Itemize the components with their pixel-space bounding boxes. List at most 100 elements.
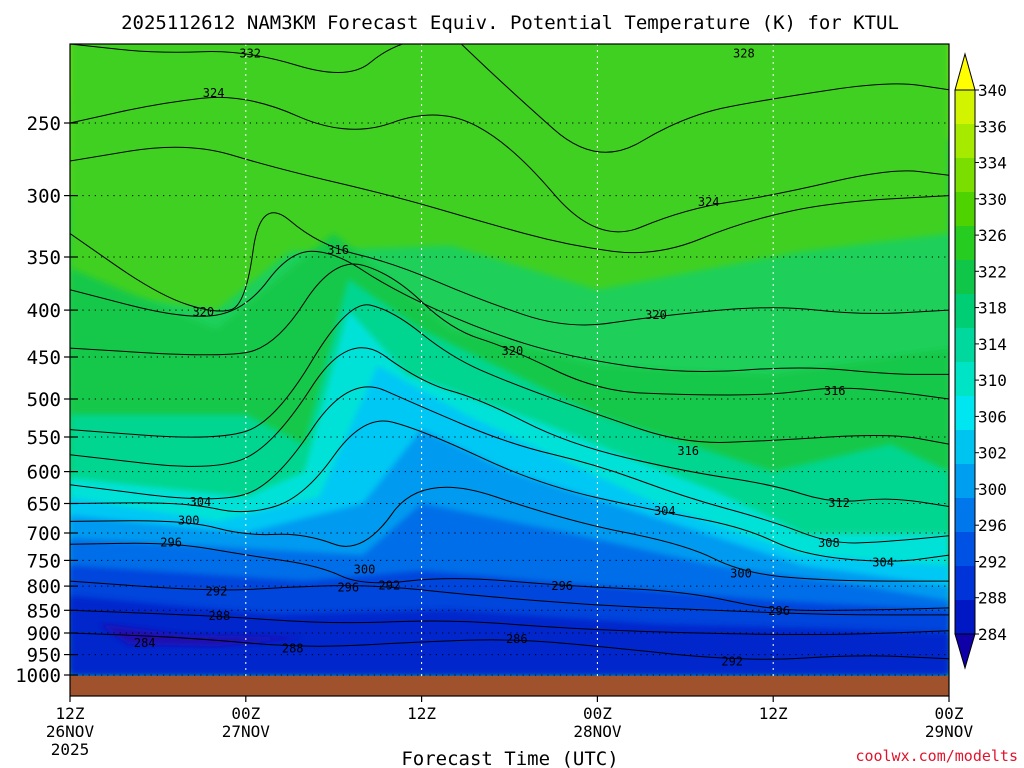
- y-tick-label: 500: [27, 389, 61, 411]
- colorbar-swatch: [955, 226, 975, 260]
- y-tick-label: 900: [27, 623, 61, 645]
- contour-label: 332: [239, 47, 261, 61]
- contour-line-324b: [70, 146, 949, 254]
- contour-line-324a: [70, 96, 949, 233]
- contour-line-288: [70, 609, 949, 636]
- contour-label: 288: [209, 609, 231, 623]
- contour-line-332: [70, 44, 405, 74]
- contour-label: 304: [654, 504, 676, 518]
- y-tick-label: 350: [27, 247, 61, 269]
- contour-line-296: [70, 542, 949, 612]
- y-tick-label: 950: [27, 645, 61, 667]
- y-tick-label: 650: [27, 494, 61, 516]
- contour-label: 292: [206, 585, 228, 599]
- colorbar-label: 284: [978, 625, 1007, 644]
- contour-label: 284: [134, 636, 156, 650]
- colorbar: 340 336 334 330 326 322 318 314 310 306 302 300 296 2…: [954, 52, 1007, 670]
- contour-line-316b: [70, 304, 949, 445]
- contour-label: 324: [698, 195, 720, 209]
- colorbar-swatch: [955, 124, 975, 158]
- y-tick-label: 800: [27, 576, 61, 598]
- colorbar-swatch: [955, 464, 975, 498]
- contour-label: 320: [645, 308, 667, 322]
- fill-band-teal-mid: [70, 279, 949, 533]
- x-tick-time: 00Z: [583, 704, 612, 723]
- contour-line-316a: [70, 263, 949, 400]
- contour-label: 316: [327, 243, 349, 257]
- contour-line-320a: [70, 212, 949, 326]
- y-tick-label: 250: [27, 113, 61, 135]
- fill-band-bright-green: [70, 44, 949, 311]
- theta-e-fill: [70, 44, 949, 696]
- x-tick-time: 12Z: [407, 704, 436, 723]
- contour-label: 286: [506, 632, 528, 646]
- colorbar-swatch: [955, 260, 975, 294]
- x-tick-date: 28NOV: [573, 722, 622, 741]
- x-tick-time: 12Z: [759, 704, 788, 723]
- grid-lines: [70, 44, 949, 696]
- colorbar-bottom-arrow: [954, 633, 976, 670]
- colorbar-swatch: [955, 158, 975, 192]
- contour-label: 300: [354, 562, 376, 576]
- contour-labels: 332 328 324 324 316 320 320 320 316 316 312 304 304 3…: [134, 47, 894, 669]
- x-tick-time: 12Z: [56, 704, 85, 723]
- contour-label: 324: [203, 86, 225, 100]
- contour-label: 288: [282, 642, 304, 656]
- contour-line-292: [70, 580, 949, 616]
- contour-label: 316: [677, 444, 699, 458]
- colorbar-swatch: [955, 566, 975, 600]
- y-axis: 2503003504004505005506006507007508008509…: [15, 113, 78, 687]
- colorbar-label: 330: [978, 190, 1007, 209]
- colorbar-label: 340: [978, 81, 1007, 100]
- colorbar-label: 292: [978, 553, 1007, 572]
- chart-title: 2025112612 NAM3KM Forecast Equiv. Potent…: [121, 12, 899, 34]
- contour-label: 308: [818, 536, 840, 550]
- fill-band-darker-blue: [70, 596, 949, 675]
- credit-text: coolwx.com/modelts: [855, 747, 1018, 765]
- y-tick-label: 450: [27, 347, 61, 369]
- contour-label: 300: [178, 513, 200, 527]
- x-tick-year: 2025: [51, 740, 90, 759]
- contour-line-304: [70, 420, 949, 562]
- colorbar-swatch: [955, 430, 975, 464]
- y-tick-label: 1000: [15, 665, 61, 687]
- ground-terrain: [70, 676, 949, 696]
- contour-label: 304: [190, 495, 212, 509]
- contour-line-320b: [70, 250, 949, 375]
- contour-label: 296: [551, 579, 573, 593]
- colorbar-label: 336: [978, 117, 1007, 136]
- contour-label: 296: [337, 581, 359, 595]
- y-tick-label: 600: [27, 462, 61, 484]
- fill-band-green-mid: [70, 233, 949, 472]
- colorbar-swatch: [955, 294, 975, 328]
- colorbar-label: 300: [978, 480, 1007, 499]
- colorbar-label: 310: [978, 371, 1007, 390]
- contour-label: 296: [768, 604, 790, 618]
- y-tick-label: 750: [27, 550, 61, 572]
- y-tick-label: 300: [27, 186, 61, 208]
- x-axis-label: Forecast Time (UTC): [401, 748, 618, 768]
- colorbar-swatch: [955, 90, 975, 124]
- colorbar-label: 314: [978, 335, 1007, 354]
- colorbar-swatch: [955, 396, 975, 430]
- colorbar-label: 334: [978, 154, 1007, 173]
- contour-label: 300: [730, 567, 752, 581]
- y-tick-label: 400: [27, 300, 61, 322]
- colorbar-label: 318: [978, 299, 1007, 318]
- contour-line-328: [460, 44, 949, 153]
- contour-label: 292: [721, 655, 743, 669]
- theta-e-contours: [70, 44, 949, 660]
- contour-line-300: [70, 486, 949, 582]
- y-tick-label: 850: [27, 600, 61, 622]
- x-tick-date: 26NOV: [46, 722, 95, 741]
- colorbar-swatch: [955, 498, 975, 532]
- x-tick-date: 29NOV: [925, 722, 974, 741]
- plot-area: 332 328 324 324 316 320 320 320 316 316 312 304 304 3…: [70, 44, 949, 696]
- fill-band-darkest-blue: [99, 624, 305, 647]
- contour-line-286: [70, 632, 949, 660]
- x-tick-time: 00Z: [231, 704, 260, 723]
- colorbar-label: 326: [978, 226, 1007, 245]
- colorbar-label: 288: [978, 589, 1007, 608]
- colorbar-label: 306: [978, 407, 1007, 426]
